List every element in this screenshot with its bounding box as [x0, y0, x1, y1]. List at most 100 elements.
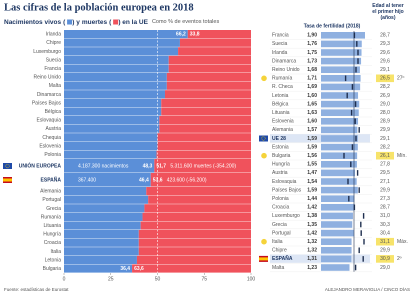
country-label: Hungría — [272, 162, 290, 168]
age-highlight — [376, 74, 394, 83]
fertility-label: 1,32 — [307, 248, 317, 254]
deaths-bar — [187, 30, 251, 39]
x-tick-label: 50 — [155, 276, 161, 282]
legend-text: Como % de eventos totales — [152, 19, 220, 25]
count-label: 4.187.300 nacimientos — [78, 163, 129, 169]
country-label: Eslovaquia — [272, 179, 297, 185]
country-label: Bulgaria — [43, 266, 62, 272]
age-label: 29,1 — [380, 136, 390, 142]
deaths-bar — [150, 173, 251, 187]
age-highlight — [376, 151, 394, 160]
age-label: 30,9 — [380, 256, 390, 262]
age-label: 28,2 — [380, 144, 390, 150]
x-tick-label: 100 — [247, 276, 256, 282]
fertility-bar — [321, 255, 352, 263]
age-header: Edad al tener el primer hijo (años) — [372, 3, 404, 21]
legend-text: ( — [109, 19, 112, 26]
fertility-label: 1,44 — [307, 196, 317, 202]
legend-swatch — [67, 19, 73, 25]
es-flag-band — [259, 257, 268, 261]
legend: Nacimientos vivos() y muertes() en la UE C… — [4, 19, 219, 26]
age-label: 26,1 — [380, 153, 390, 159]
fertility-label: 1,56 — [307, 153, 317, 159]
highlight-row — [270, 254, 370, 263]
country-label: Países Bajos — [272, 187, 302, 193]
country-label: Letonia — [272, 93, 289, 99]
deaths-bar — [179, 38, 251, 47]
credit: ALEJANDRO MERAVIGLIA / CINCO DÍAS — [325, 286, 410, 292]
age-label: 27,1 — [380, 179, 390, 185]
count-label: 5.311.600 muertes (-354.200) — [170, 163, 236, 169]
fertility-label: 1,63 — [307, 110, 317, 116]
births-bar — [64, 116, 160, 125]
deaths-bar — [140, 221, 251, 230]
country-label: Dinamarca — [272, 58, 296, 64]
country-label: ESPAÑA — [41, 176, 62, 183]
country-label: Países Bajos — [32, 100, 62, 106]
age-label: 28,2 — [380, 84, 390, 90]
fertility-label: 1,42 — [307, 205, 317, 211]
country-label: Lituania — [272, 110, 290, 116]
fertility-label: 1,32 — [307, 239, 317, 245]
country-label: Chipre — [272, 248, 287, 254]
deaths-bar — [168, 64, 251, 73]
fertility-bar — [321, 92, 359, 99]
highlight-dot — [261, 152, 267, 159]
value-label: 53,6 — [153, 177, 163, 183]
fertility-label: 1,71 — [307, 76, 317, 82]
country-label: R. Checa — [272, 84, 293, 90]
fertility-label: 1,57 — [307, 127, 317, 133]
country-label: Luxemburgo — [272, 213, 300, 219]
fertility-header: Tasa de fertilidad (2018) — [304, 23, 361, 29]
fertility-bar — [321, 118, 359, 125]
age-label: 29,0 — [380, 101, 390, 107]
value-label: 33,8 — [190, 32, 200, 38]
country-label: Austria — [45, 126, 61, 132]
age-note: 2º — [397, 256, 402, 262]
value-label: 46,4 — [139, 177, 149, 183]
fertility-bar — [321, 100, 360, 108]
fertility-bar — [321, 264, 350, 271]
deaths-bar — [164, 90, 251, 99]
births-bar — [64, 47, 179, 56]
age-note: 27º — [397, 76, 405, 82]
fertility-label: 1,75 — [307, 50, 317, 56]
age-label: 28,7 — [380, 205, 390, 211]
fertility-bar — [321, 143, 358, 151]
fertility-label: 1,90 — [307, 33, 317, 39]
fertility-bar — [321, 83, 361, 91]
fertility-label: 1,60 — [307, 119, 317, 125]
fertility-bar — [321, 195, 355, 202]
country-label: Grecia — [46, 206, 61, 212]
country-label: Estonia — [272, 144, 289, 150]
fertility-bar — [321, 161, 357, 168]
country-label: Francia — [272, 33, 289, 39]
fertility-label: 1,59 — [307, 144, 317, 150]
births-bar — [64, 98, 162, 107]
value-label: 66,2 — [176, 32, 186, 38]
births-bar — [64, 64, 169, 73]
source: Fuente: estadísticas de Eurostat — [4, 287, 69, 292]
births-bar — [64, 38, 180, 47]
country-label: Hungría — [43, 232, 61, 238]
age-label: 29,1 — [380, 67, 390, 73]
country-label: Malta — [49, 83, 61, 89]
deaths-bar — [138, 247, 251, 256]
fertility-bar — [321, 152, 358, 159]
country-label: ESPAÑA — [272, 255, 293, 262]
fertility-bar — [321, 186, 358, 194]
country-label: Polonia — [272, 196, 289, 202]
country-label: Grecia — [272, 222, 287, 228]
births-bar — [64, 204, 145, 213]
age-highlight — [376, 255, 394, 263]
country-label: Suecia — [272, 41, 288, 47]
age-label: 29,6 — [380, 50, 390, 56]
age-label: 28,9 — [380, 119, 390, 125]
fertility-label: 1,59 — [307, 187, 317, 193]
fertility-bar — [321, 229, 354, 237]
fertility-label: 1,69 — [307, 84, 317, 90]
age-label: 29,0 — [380, 265, 390, 271]
country-label: UNIÓN EUROPEA — [19, 161, 62, 169]
eu-flag — [3, 163, 12, 169]
